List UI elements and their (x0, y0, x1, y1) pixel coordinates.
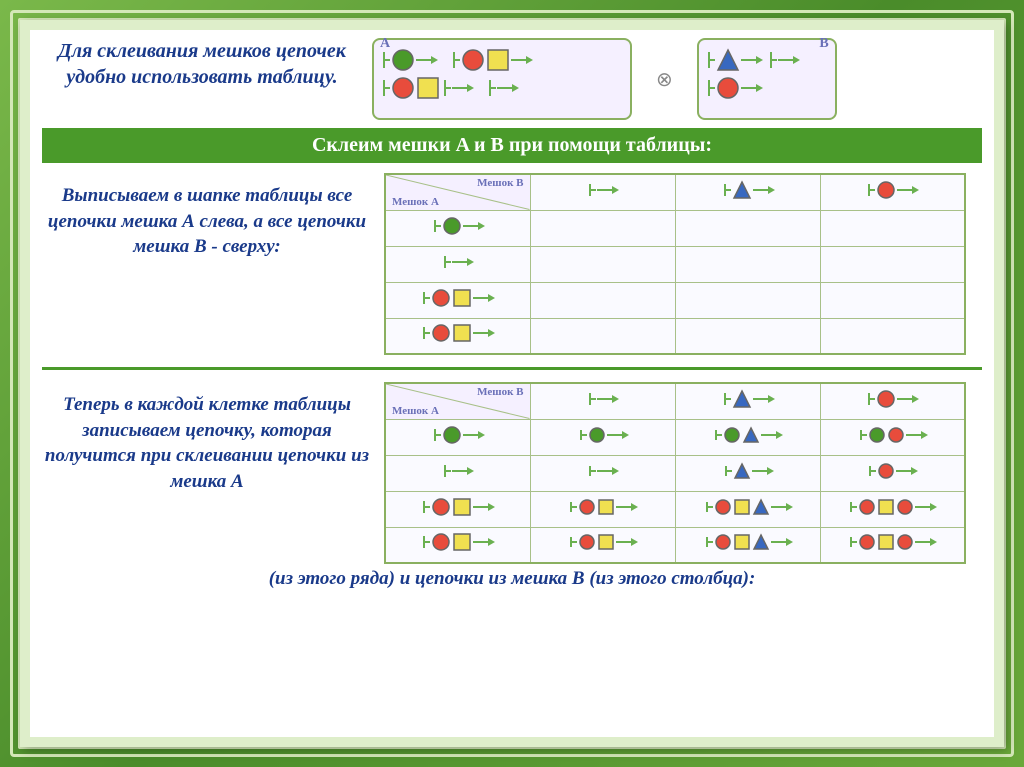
chain (705, 76, 763, 100)
otimes-icon: ⊗ (642, 67, 687, 92)
intro-row: Для склеивания мешков цепочек удобно исп… (42, 38, 982, 120)
chain (857, 426, 928, 444)
chain (847, 498, 937, 516)
table-row-header (385, 491, 530, 527)
table-cell (820, 419, 965, 455)
table-row-header (385, 455, 530, 491)
intro-text: Для склеивания мешков цепочек удобно исп… (42, 38, 362, 90)
step2-text: Теперь в каждой клетке таблицы записывае… (42, 382, 372, 495)
bag-b-label: В (819, 36, 828, 52)
table-cell (820, 527, 965, 563)
table-cell (530, 527, 675, 563)
table-cell (675, 455, 820, 491)
chain (441, 461, 474, 481)
diag-header: Мешок В Мешок А (385, 383, 530, 419)
table-2: Мешок В Мешок А (384, 382, 966, 564)
header-b: Мешок В (477, 177, 523, 189)
step2-section: Теперь в каждой клетке таблицы записывае… (42, 382, 982, 564)
chain (586, 180, 619, 200)
chain (722, 462, 774, 480)
chain (705, 48, 763, 72)
chain (767, 48, 800, 72)
chain (450, 48, 533, 72)
table-row-header (385, 527, 530, 563)
bag-a-label: А (380, 36, 390, 52)
chain (431, 425, 485, 445)
table-cell (530, 455, 675, 491)
step1-text: Выписываем в шапке таблицы все цепочки м… (42, 173, 372, 260)
bottom-text: (из этого ряда) и цепочки из мешка В (из… (42, 568, 982, 590)
table-row-header (385, 318, 530, 354)
content-box: Для склеивания мешков цепочек удобно исп… (20, 20, 1004, 747)
table-col-header (675, 174, 820, 210)
chain (431, 216, 485, 236)
chain (420, 497, 495, 517)
table-col-header (675, 383, 820, 419)
chain (721, 180, 775, 200)
header-a: Мешок А (392, 196, 439, 208)
chain (420, 288, 495, 308)
chain (567, 498, 638, 516)
chain (712, 426, 783, 444)
step1-section: Выписываем в шапке таблицы все цепочки м… (42, 173, 982, 355)
chain (586, 389, 619, 409)
chain (420, 532, 495, 552)
bag-b-box: В (697, 38, 837, 120)
chain (865, 180, 919, 200)
table-cell (820, 491, 965, 527)
header-b: Мешок В (477, 386, 523, 398)
table-cell (675, 419, 820, 455)
chain (577, 426, 629, 444)
table-row-header (385, 282, 530, 318)
table-cell (530, 491, 675, 527)
chain (441, 252, 474, 272)
chain (865, 389, 919, 409)
table-row-header (385, 419, 530, 455)
diag-header: Мешок В Мешок А (385, 174, 530, 210)
table-col-header (820, 174, 965, 210)
table-col-header (530, 383, 675, 419)
divider (42, 367, 982, 370)
chain (420, 323, 495, 343)
chain (486, 76, 519, 100)
chain (567, 533, 638, 551)
chain (586, 462, 619, 480)
table-row-header (385, 210, 530, 246)
chain (847, 533, 937, 551)
chain (703, 533, 793, 551)
chain (380, 76, 474, 100)
header-a: Мешок А (392, 405, 439, 417)
table-cell (675, 491, 820, 527)
bag-a-box: А (372, 38, 632, 120)
table-col-header (530, 174, 675, 210)
table-cell (820, 455, 965, 491)
table-row-header (385, 246, 530, 282)
table-1: Мешок В Мешок А (384, 173, 966, 355)
table-cell (675, 527, 820, 563)
chain (703, 498, 793, 516)
table-col-header (820, 383, 965, 419)
chain (721, 389, 775, 409)
chain (866, 462, 918, 480)
table-cell (530, 419, 675, 455)
title-bar: Склеим мешки A и B при помощи таблицы: (42, 128, 982, 163)
